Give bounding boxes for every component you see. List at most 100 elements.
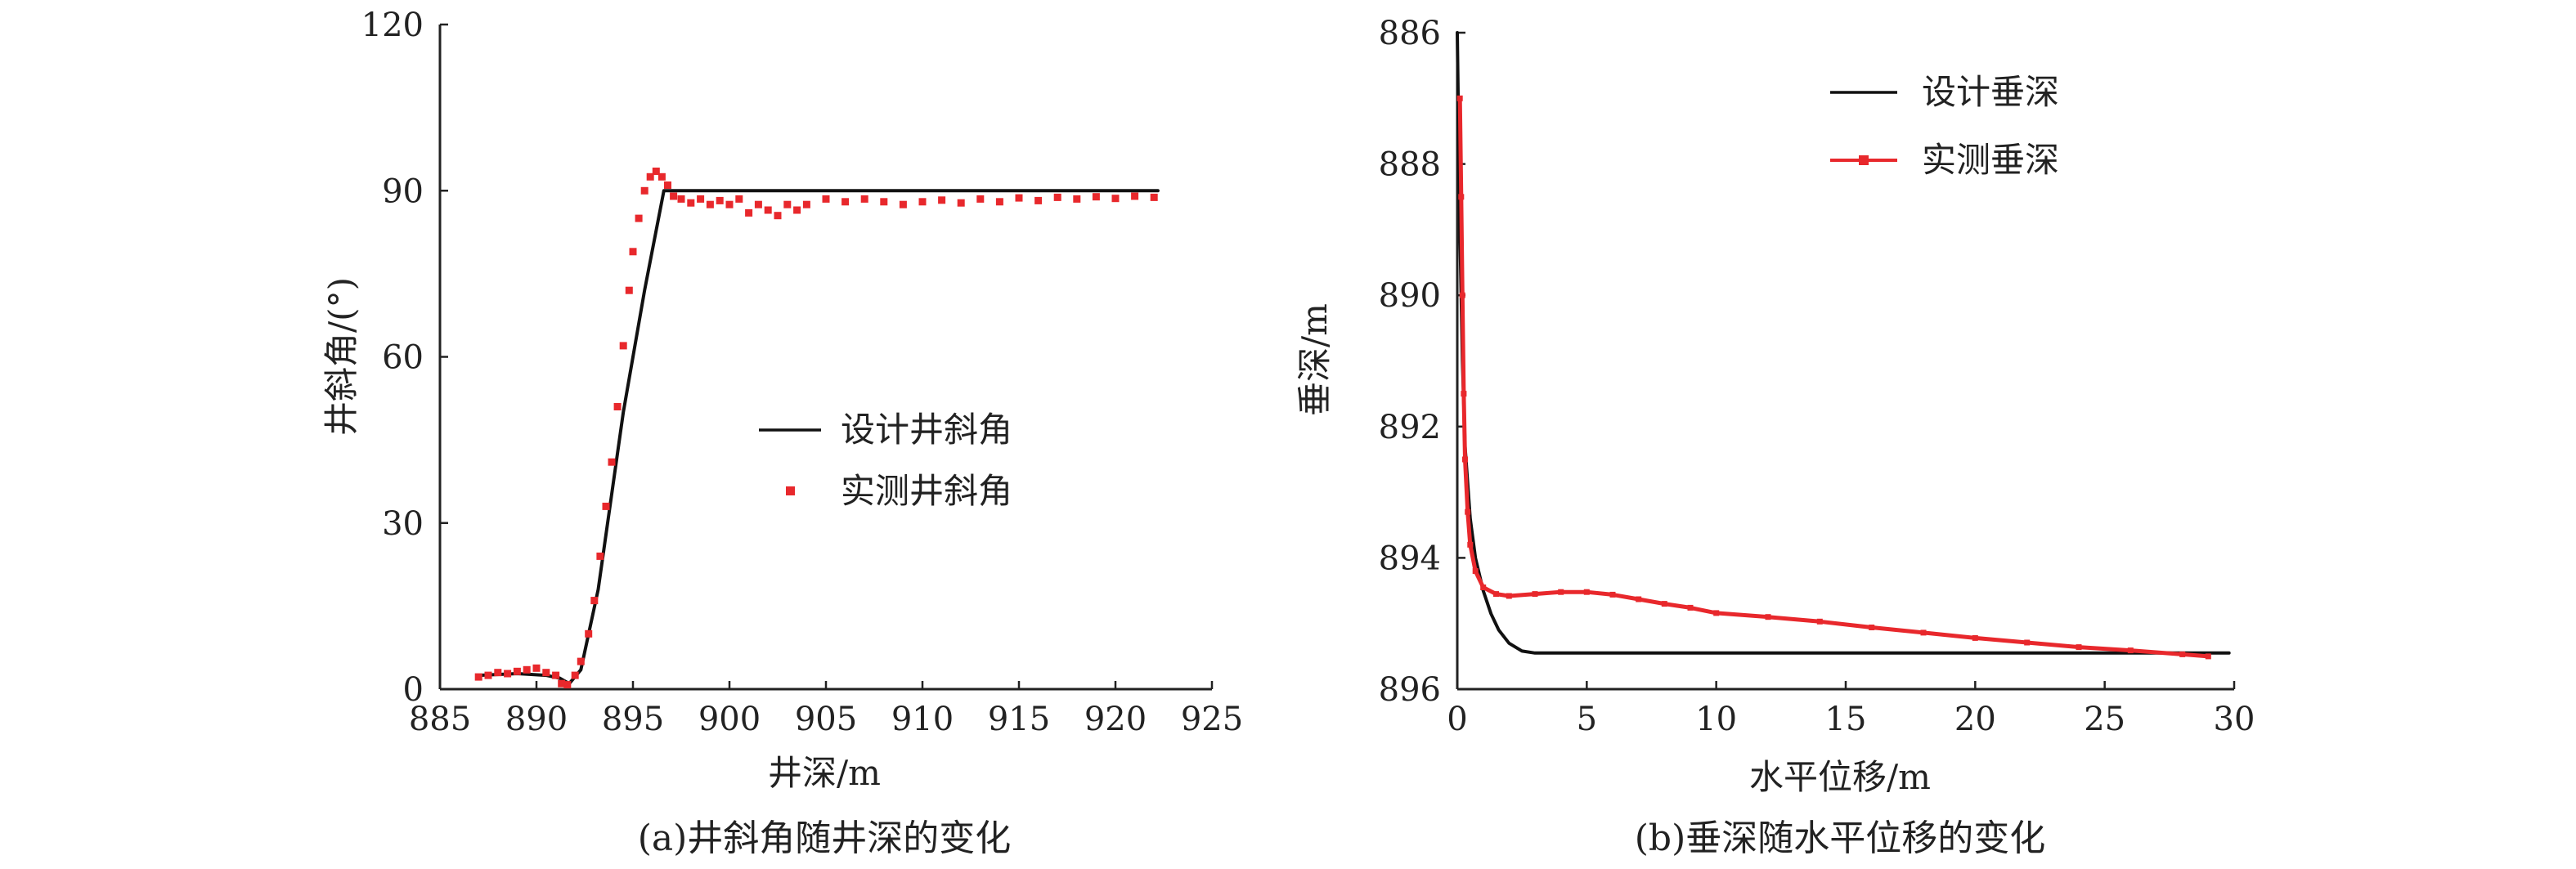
chart-b-series-1-point: [1816, 618, 1823, 625]
chart-a-series-1-point: [596, 552, 604, 560]
chart-a-series-1-point: [938, 196, 946, 204]
chart-a-series-0-line: [477, 189, 1160, 686]
chart-b-series-1-point: [1458, 194, 1465, 200]
chart-b-y-tick-label: 892: [1379, 409, 1441, 446]
chart-a-series-1-point: [822, 195, 830, 203]
chart-a-x-tick-label: 905: [795, 701, 857, 738]
chart-b-series-1-line: [1457, 96, 2210, 659]
chart-a: 885 890 895 900 905 910 915 920 925 0 30 60 90 120 井深…: [321, 7, 1243, 859]
chart-a-series-1-point: [802, 200, 810, 208]
chart-a-series-1-point: [625, 286, 633, 294]
chart-b-series-1-point: [1456, 95, 1463, 101]
chart-b-series-1-point: [2127, 647, 2134, 654]
chart-a-x-axis-label: 井深/m: [768, 753, 881, 793]
chart-a-series-1-point: [1053, 193, 1061, 201]
chart-b-series-0-line: [1456, 31, 2231, 655]
chart-a-series-1-point: [1150, 193, 1158, 201]
chart-a-series-1-point: [793, 206, 801, 214]
chart-b-legend-label-design: 设计垂深: [1922, 72, 2059, 112]
chart-b-y-tick-label: 890: [1379, 277, 1441, 315]
chart-a-series-1-point: [1073, 195, 1081, 203]
chart-a-y-tick-label: 0: [403, 671, 424, 709]
chart-b-x-tick-label: 15: [1825, 701, 1867, 738]
chart-a-series-1-point: [619, 342, 627, 350]
chart-a-series-1-point: [602, 502, 610, 510]
chart-a-caption: (a)井斜角随井深的变化: [638, 817, 1012, 859]
chart-a-series-1-point: [664, 181, 671, 189]
chart-b-legend-label-measured: 实测垂深: [1922, 140, 2059, 180]
chart-a-y-tick-label: 60: [382, 339, 424, 377]
chart-a-series-1-point: [640, 186, 648, 195]
chart-a-x-tick-label: 895: [602, 701, 664, 738]
chart-a-series-1-point: [652, 168, 660, 175]
chart-a-series-1-point: [646, 172, 654, 181]
chart-b-series-1-point: [2076, 644, 2082, 651]
chart-b-series-1-point: [2179, 651, 2186, 657]
chart-a-series-1-point: [860, 195, 868, 203]
chart-a-y-tick-label: 90: [382, 172, 424, 210]
chart-a-series-1-point: [774, 212, 782, 220]
chart-b-series-1-point: [1920, 629, 1927, 636]
chart-a-series-1-point: [687, 199, 695, 207]
chart-b-caption: (b)垂深随水平位移的变化: [1635, 817, 2046, 859]
chart-b-series-1-point: [1480, 585, 1487, 590]
chart-a-series-1-point: [558, 679, 566, 688]
chart-a-legend: 设计井斜角 实测井斜角: [759, 410, 1012, 511]
chart-b-series-1-point: [1462, 456, 1468, 463]
chart-b-y-axis-label: 垂深/m: [1295, 303, 1335, 416]
chart-b-x-tick-label: 0: [1447, 701, 1467, 738]
chart-b-series-1-point: [2205, 653, 2211, 660]
chart-b-series-1-point: [1493, 591, 1499, 598]
chart-a-y-tick-label: 120: [361, 7, 424, 44]
chart-b-series-1-point: [1869, 625, 1875, 630]
chart-a-axes: 885 890 895 900 905 910 915 920 925 0 30 60 90 120: [361, 7, 1244, 738]
chart-a-series-1-point: [563, 681, 572, 689]
chart-a-legend-label-measured: 实测井斜角: [841, 471, 1012, 511]
chart-b-x-tick-label: 20: [1954, 701, 1996, 738]
chart-b-series-1-point: [1687, 604, 1694, 611]
chart-b-series-1-point: [1765, 614, 1771, 620]
chart-b: 0 5 10 15 20 25 30 886 888 890 892 894 896 水平位移/m 垂深…: [1295, 15, 2255, 859]
chart-a-series-1-point: [976, 195, 985, 203]
chart-b-x-tick-label: 30: [2214, 701, 2255, 738]
chart-a-series-1-point: [1131, 192, 1139, 200]
chart-b-series-1-point: [1467, 541, 1474, 548]
chart-a-series-1-point: [590, 597, 599, 605]
chart-b-series-1-point: [1713, 610, 1720, 616]
chart-b-legend-marker: [1859, 155, 1869, 165]
chart-a-series-1-point: [657, 172, 666, 181]
chart-a-series-1-point: [697, 195, 705, 203]
chart-a-series-1-point: [474, 673, 482, 681]
chart-a-y-tick-label: 30: [382, 505, 424, 543]
chart-a-series-1-point: [1034, 196, 1043, 204]
chart-a-series-1-point: [725, 200, 734, 208]
chart-a-series-1-point: [918, 198, 927, 206]
chart-a-x-tick-label: 915: [988, 701, 1050, 738]
chart-b-series-1-point: [1636, 596, 1642, 602]
chart-a-series-1-point: [735, 195, 743, 203]
chart-a-series-1-point: [1111, 195, 1120, 203]
chart-a-series: [474, 168, 1160, 689]
chart-b-series-1-point: [1472, 568, 1479, 574]
chart-a-series-1-point: [635, 214, 643, 222]
chart-b-series-1-point: [1506, 593, 1512, 599]
chart-b-axes: 0 5 10 15 20 25 30 886 888 890 892 894 896: [1379, 15, 2255, 738]
chart-b-y-tick-label: 886: [1379, 15, 1441, 52]
chart-b-series-1-point: [1532, 591, 1538, 598]
chart-a-series-1-point: [523, 665, 531, 674]
chart-a-x-tick-label: 900: [698, 701, 761, 738]
chart-a-series-1-point: [783, 200, 792, 208]
chart-a-series-1-point: [841, 198, 850, 206]
chart-a-series-1-point: [764, 206, 772, 214]
chart-b-y-tick-label: 894: [1379, 540, 1441, 577]
chart-a-series-1-point: [880, 198, 888, 206]
chart-a-series-1-point: [494, 669, 502, 677]
chart-a-series-1-point: [577, 657, 585, 665]
chart-b-x-tick-label: 5: [1577, 701, 1597, 738]
chart-a-x-tick-label: 910: [891, 701, 954, 738]
chart-a-legend-marker-swatch: [786, 486, 795, 495]
chart-b-series-1-point: [1661, 601, 1667, 607]
chart-a-series-1-point: [957, 199, 965, 207]
chart-a-x-tick-label: 890: [505, 701, 568, 738]
